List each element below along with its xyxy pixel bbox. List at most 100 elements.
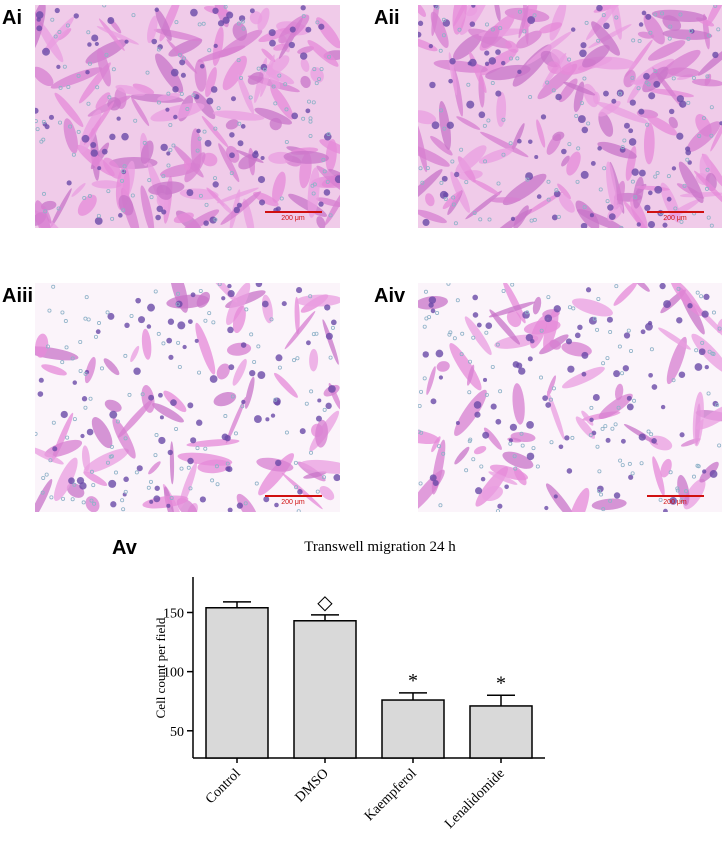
cell-body <box>77 194 97 216</box>
cell-body <box>35 446 64 465</box>
nucleus <box>471 5 476 8</box>
panel-label: Aii <box>374 7 400 29</box>
nucleus <box>170 399 177 406</box>
pore <box>439 180 444 185</box>
pore <box>129 313 134 318</box>
nucleus <box>281 301 287 307</box>
pore <box>512 454 517 459</box>
bar <box>205 607 269 759</box>
cell-body <box>567 487 590 512</box>
pore <box>617 91 622 96</box>
nucleus <box>668 108 675 115</box>
pore <box>236 21 241 26</box>
pore <box>520 443 525 448</box>
nucleus <box>611 98 617 104</box>
cell-body <box>201 152 218 167</box>
cell-body <box>44 439 83 458</box>
cell-body <box>35 200 52 228</box>
cell-body <box>472 179 500 196</box>
cell-body <box>704 73 712 86</box>
nucleus <box>138 316 146 324</box>
nucleus <box>488 57 497 65</box>
nucleus <box>212 7 219 14</box>
pore <box>45 344 50 349</box>
pore <box>177 364 182 369</box>
cell-body <box>677 474 690 506</box>
pore <box>84 295 89 300</box>
pore <box>82 196 87 201</box>
nucleus <box>318 23 325 30</box>
pore <box>645 122 650 127</box>
nucleus <box>597 485 604 493</box>
cell-body <box>662 29 713 40</box>
pore <box>236 58 241 63</box>
pore <box>441 33 446 38</box>
nucleus <box>606 316 613 323</box>
pore <box>471 335 476 340</box>
cells <box>35 5 340 228</box>
nucleus <box>622 365 629 372</box>
pore <box>620 371 625 376</box>
nucleus <box>255 283 263 288</box>
cell-body <box>546 375 556 397</box>
pore <box>321 157 326 162</box>
pore <box>252 360 257 365</box>
nucleus <box>241 399 246 405</box>
cell-body <box>91 417 113 449</box>
cell-body <box>300 459 340 474</box>
pore <box>707 33 712 38</box>
pore <box>306 99 311 104</box>
pore <box>311 100 316 105</box>
pore <box>216 106 221 111</box>
nucleus <box>613 492 621 499</box>
nucleus <box>237 140 244 147</box>
cell-body <box>598 111 614 137</box>
pore <box>671 378 676 383</box>
cell-body <box>480 131 529 158</box>
nucleus <box>66 180 72 186</box>
nucleus <box>429 81 436 89</box>
cell-body <box>697 44 722 76</box>
nucleus <box>229 132 235 138</box>
pore <box>441 451 446 456</box>
pore <box>539 328 544 333</box>
pore <box>65 23 70 28</box>
nucleus <box>719 121 722 126</box>
pore <box>706 391 711 396</box>
pore <box>171 143 176 148</box>
nucleus <box>166 151 171 156</box>
cell-body <box>418 144 450 167</box>
pore <box>546 295 551 300</box>
nucleus <box>644 204 651 212</box>
pore <box>256 66 261 71</box>
micrograph <box>35 5 340 228</box>
cell-body <box>247 71 264 85</box>
pore <box>109 444 114 449</box>
scale-bar-label: 200 μm <box>663 499 687 506</box>
nucleus <box>147 303 155 312</box>
nucleus <box>579 49 587 58</box>
pore <box>675 488 680 493</box>
cell-body <box>485 64 531 81</box>
pore <box>49 495 54 500</box>
nucleus <box>233 206 241 214</box>
nucleus <box>97 166 102 171</box>
pore <box>92 501 97 506</box>
pore <box>179 91 184 96</box>
pore <box>605 356 610 361</box>
nucleus <box>196 419 203 426</box>
pore <box>240 19 245 24</box>
cell-body <box>455 145 487 174</box>
pore <box>678 12 683 17</box>
nucleus <box>331 319 337 326</box>
pore <box>467 439 472 444</box>
nucleus <box>608 213 616 221</box>
pore <box>156 100 161 105</box>
nucleus <box>438 375 444 380</box>
nucleus <box>253 415 262 423</box>
nucleus <box>151 38 158 45</box>
pore <box>717 326 722 331</box>
pore <box>131 13 136 18</box>
pore <box>453 221 458 226</box>
pore <box>709 105 714 110</box>
